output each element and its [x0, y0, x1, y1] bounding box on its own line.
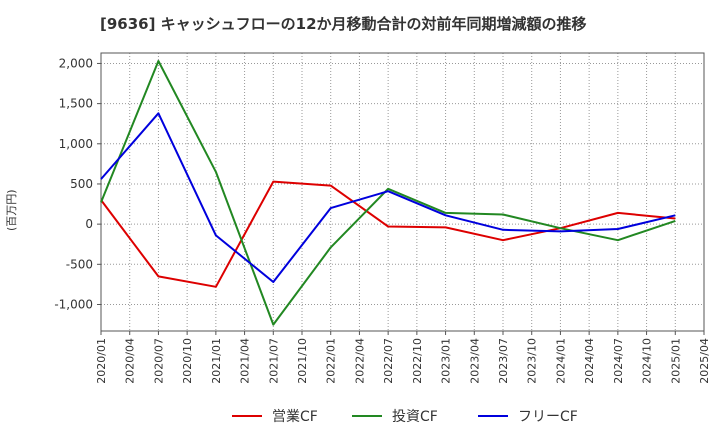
y-tick-label: 1,500 — [59, 97, 93, 111]
y-tick-label: 0 — [85, 217, 93, 231]
legend-label-operating-cf: 営業CF — [272, 409, 318, 425]
x-tick-label: 2021/07 — [267, 338, 280, 384]
x-tick-label: 2025/01 — [669, 338, 682, 384]
x-tick-label: 2023/04 — [468, 338, 481, 384]
y-tick-label: -500 — [66, 257, 93, 271]
legend: 営業CF 投資CF フリーCF — [0, 404, 720, 428]
x-tick-label: 2022/07 — [382, 338, 395, 384]
x-tick-label: 2024/01 — [554, 338, 567, 384]
x-tick-label: 2020/07 — [152, 338, 165, 384]
series-line-investing-cf — [100, 60, 676, 326]
legend-item-operating-cf: 営業CF — [232, 404, 318, 428]
x-tick-label: 2021/10 — [296, 338, 309, 384]
y-tick-label: 2,000 — [59, 56, 93, 70]
legend-swatch-investing-cf — [352, 415, 382, 417]
x-tick-label: 2023/10 — [526, 338, 539, 384]
x-tick-label: 2022/01 — [325, 338, 338, 384]
plot-area-frame — [100, 52, 705, 332]
series-line-operating-cf — [100, 180, 676, 288]
x-tick-label: 2024/10 — [641, 338, 654, 384]
x-axis-ticks: 2020/01 2020/04 2020/07 2020/10 2021/01 2021/… — [95, 331, 711, 384]
y-tick-label: -1,000 — [54, 297, 93, 311]
x-tick-label: 2020/04 — [124, 338, 137, 384]
x-tick-label: 2021/04 — [239, 338, 252, 384]
y-tick-label: 1,000 — [59, 137, 93, 151]
legend-label-free-cf: フリーCF — [518, 409, 578, 425]
x-tick-label: 2022/10 — [411, 338, 424, 384]
x-tick-label: 2020/10 — [181, 338, 194, 384]
legend-item-free-cf: フリーCF — [478, 404, 578, 428]
legend-item-investing-cf: 投資CF — [352, 404, 438, 428]
series-line-free-cf — [100, 112, 676, 283]
x-tick-label: 2023/01 — [440, 338, 453, 384]
x-tick-label: 2021/01 — [210, 338, 223, 384]
x-tick-label: 2022/04 — [353, 338, 366, 384]
chart-title: [9636] キャッシュフローの12か月移動合計の対前年同期増減額の推移 — [100, 15, 587, 33]
x-tick-label: 2020/01 — [95, 338, 108, 384]
legend-label-investing-cf: 投資CF — [392, 409, 438, 425]
x-tick-label: 2023/07 — [497, 338, 510, 384]
x-tick-label: 2024/04 — [583, 338, 596, 384]
y-tick-label: 500 — [70, 177, 93, 191]
grid — [100, 53, 705, 331]
series-lines — [100, 60, 676, 326]
x-tick-label: 2024/07 — [612, 338, 625, 384]
y-axis-ticks: 2,000 1,500 1,000 500 0 -500 -1,000 — [54, 56, 101, 311]
x-tick-label: 2025/04 — [698, 338, 711, 384]
legend-swatch-free-cf — [478, 415, 508, 417]
legend-swatch-operating-cf — [232, 415, 262, 417]
